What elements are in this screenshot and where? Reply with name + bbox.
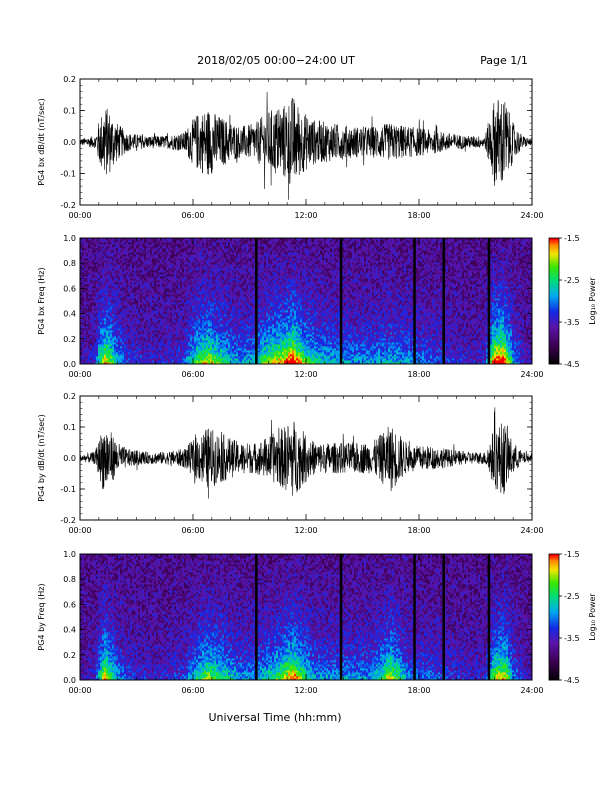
x-tick-label: 24:00 bbox=[520, 211, 543, 220]
y-tick-label: 0.2 bbox=[63, 75, 76, 84]
x-tick-label: 00:00 bbox=[68, 211, 91, 220]
y-tick-label: -0.2 bbox=[60, 201, 76, 210]
trace-line bbox=[80, 92, 532, 200]
bx-dbdt-ylabel: PG4 bx dB/dt (nT/sec) bbox=[37, 98, 46, 185]
x-tick-label: 06:00 bbox=[181, 211, 204, 220]
bx-spectrogram-image bbox=[80, 238, 532, 364]
y-tick-label: 0.0 bbox=[63, 138, 76, 147]
panel-bx-spectrogram: 00:00 06:00 12:00 18:00 24:000.00.20.40.60.8… bbox=[37, 234, 597, 379]
figure-title: 2018/02/05 00:00−24:00 UT bbox=[197, 54, 355, 67]
panel-bx-dbdt: 00:00 06:00 12:00 18:00 24:00 -0.2 -0.1 0.0 0.1 0… bbox=[37, 75, 544, 220]
x-tick-label: 18:00 bbox=[407, 211, 430, 220]
bx-dbdt-trace bbox=[80, 92, 532, 200]
y-tick-label: -0.1 bbox=[60, 170, 76, 179]
x-tick-label: 12:00 bbox=[294, 211, 317, 220]
y-tick-label: 0.1 bbox=[63, 107, 76, 116]
page-indicator: Page 1/1 bbox=[480, 54, 528, 67]
